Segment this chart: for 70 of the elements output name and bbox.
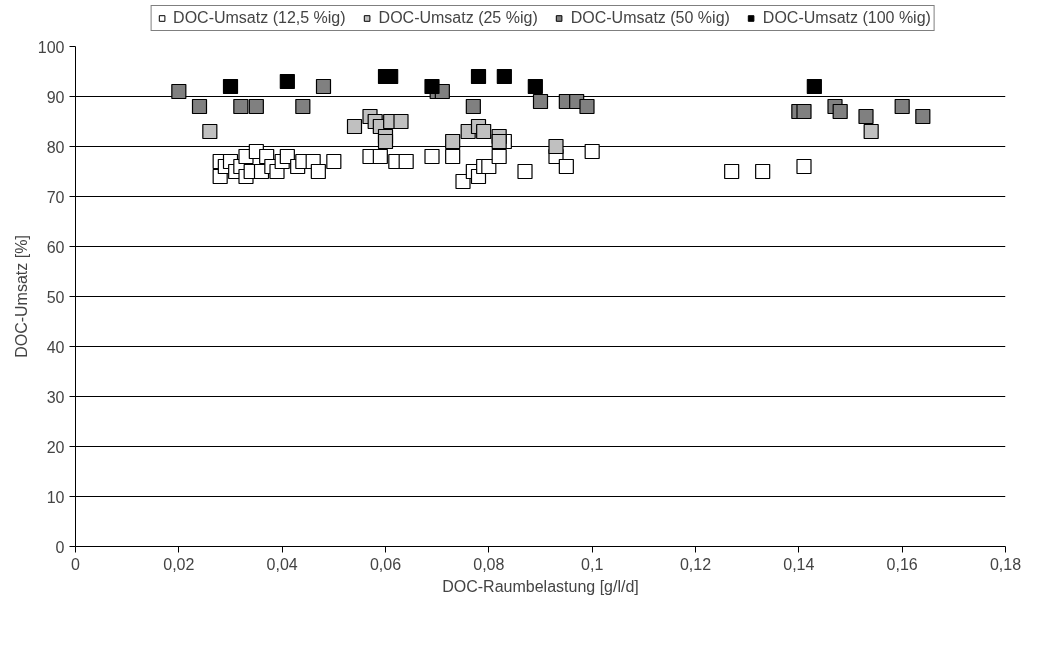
point: [455, 173, 471, 190]
point: [832, 103, 848, 120]
point: [279, 73, 295, 90]
point: [310, 163, 326, 180]
legend-label: DOC-Umsatz (12,5 %ig): [173, 9, 346, 27]
point: [470, 68, 487, 85]
point: [491, 148, 507, 165]
x-tick-label: 0,16: [886, 555, 918, 573]
point: [491, 133, 507, 150]
point: [579, 98, 595, 115]
point: [532, 93, 549, 110]
point: [858, 108, 874, 125]
x-tick-label: 0,18: [989, 555, 1022, 573]
point: [796, 158, 812, 175]
point: [796, 103, 812, 120]
y-tick-label: 60: [46, 238, 65, 256]
point: [377, 133, 394, 150]
point: [465, 98, 481, 115]
x-tick-label: 0,04: [266, 555, 298, 573]
point: [445, 148, 461, 165]
legend-label: DOC-Umsatz (25 %ig): [378, 9, 538, 27]
point: [295, 98, 311, 115]
point: [894, 98, 910, 115]
point: [222, 78, 239, 95]
point: [326, 153, 342, 170]
x-tick-label: 0,08: [473, 555, 505, 573]
x-tick-label: 0,02: [163, 555, 195, 573]
point: [191, 98, 208, 115]
point: [806, 78, 822, 95]
y-axis-title: DOC-Umsatz [%]: [12, 235, 30, 358]
y-tick-label: 70: [46, 188, 65, 206]
y-tick-label: 90: [46, 88, 65, 106]
y-tick-label: 30: [46, 388, 65, 406]
x-axis-title: DOC-Raumbelastung [g/l/d]: [442, 577, 639, 595]
y-tick-label: 40: [46, 338, 65, 356]
point: [315, 78, 332, 95]
y-tick-label: 20: [46, 438, 65, 456]
point: [248, 98, 264, 115]
y-tick-label: 10: [46, 488, 65, 506]
point: [398, 153, 414, 170]
point: [755, 163, 771, 180]
y-tick-label: 80: [46, 138, 65, 156]
point: [393, 113, 409, 130]
y-tick-label: 0: [55, 538, 65, 556]
point: [724, 163, 740, 180]
x-tick-label: 0,12: [679, 555, 712, 573]
point: [476, 123, 492, 140]
point: [233, 98, 249, 115]
point: [202, 123, 218, 140]
point: [558, 158, 574, 175]
point: [527, 78, 543, 95]
point: [346, 118, 363, 135]
point: [445, 133, 461, 150]
legend-label: DOC-Umsatz (100 %ig): [762, 9, 931, 27]
x-tick-label: 0,14: [783, 555, 815, 573]
x-tick-label: 0,1: [581, 555, 604, 573]
point: [517, 163, 533, 180]
point: [863, 123, 879, 140]
x-tick-label: 0: [71, 555, 81, 573]
point: [372, 148, 388, 165]
point: [915, 108, 931, 125]
y-tick-label: 50: [46, 288, 65, 306]
point: [548, 138, 564, 155]
x-tick-label: 0,06: [369, 555, 402, 573]
y-tick-label: 100: [37, 38, 65, 56]
point: [584, 143, 600, 160]
point: [496, 68, 512, 85]
legend-label: DOC-Umsatz (50 %ig): [570, 9, 730, 27]
point: [171, 83, 187, 100]
point: [424, 148, 440, 165]
